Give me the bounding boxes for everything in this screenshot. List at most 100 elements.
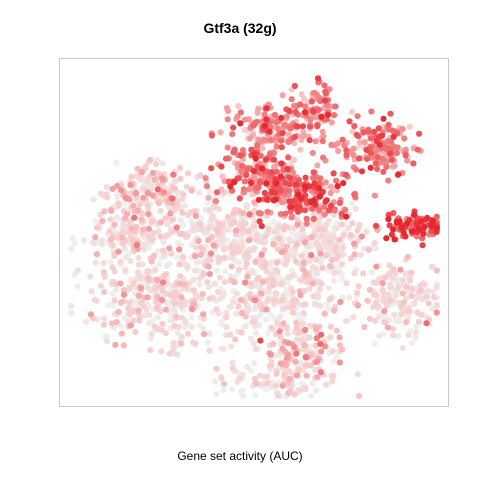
data-point xyxy=(310,293,317,300)
data-point xyxy=(275,125,282,132)
data-point xyxy=(261,111,268,118)
data-point xyxy=(240,209,247,217)
data-point xyxy=(330,232,337,240)
data-point xyxy=(263,306,270,313)
data-point xyxy=(275,273,282,280)
data-point xyxy=(68,302,75,310)
data-point xyxy=(163,232,171,239)
data-point xyxy=(379,155,386,162)
data-point xyxy=(421,223,428,230)
data-point xyxy=(309,149,316,157)
data-point xyxy=(273,290,280,297)
data-point xyxy=(107,236,114,243)
data-point xyxy=(404,308,411,315)
data-point xyxy=(293,325,300,332)
data-point xyxy=(233,310,240,317)
data-point xyxy=(206,295,213,302)
data-point xyxy=(408,292,415,300)
data-point xyxy=(205,225,212,232)
data-point xyxy=(312,301,319,308)
data-point xyxy=(232,227,239,234)
data-point xyxy=(275,224,282,231)
data-point xyxy=(339,275,346,282)
data-point xyxy=(221,255,228,262)
data-point xyxy=(261,122,269,129)
data-point xyxy=(150,229,157,236)
data-point xyxy=(280,320,287,327)
data-point xyxy=(154,303,161,310)
data-point xyxy=(321,203,328,210)
data-point xyxy=(312,265,319,272)
data-point xyxy=(391,236,398,243)
data-point xyxy=(342,171,350,178)
data-point xyxy=(313,325,320,333)
data-point xyxy=(273,370,280,377)
data-point xyxy=(321,238,328,246)
data-point xyxy=(270,218,277,225)
data-point xyxy=(418,217,425,224)
data-point xyxy=(294,221,301,228)
data-point xyxy=(171,185,178,192)
data-point xyxy=(310,197,317,204)
data-point xyxy=(71,271,78,278)
data-point xyxy=(246,135,253,142)
data-point xyxy=(156,261,163,268)
data-point xyxy=(121,245,128,252)
data-point xyxy=(237,152,244,159)
data-point xyxy=(127,322,134,329)
data-point xyxy=(192,212,199,220)
data-point xyxy=(277,173,284,180)
data-point xyxy=(391,162,398,169)
data-point xyxy=(356,139,364,146)
data-point xyxy=(176,261,183,268)
data-point xyxy=(231,279,238,286)
data-point xyxy=(145,244,153,251)
data-point xyxy=(177,175,184,182)
data-point xyxy=(352,205,359,212)
data-point xyxy=(167,291,174,299)
data-point xyxy=(154,325,161,332)
data-point xyxy=(218,163,225,170)
data-point xyxy=(253,184,260,191)
data-point xyxy=(221,279,228,286)
data-point xyxy=(130,317,137,324)
data-point xyxy=(242,323,249,330)
data-point xyxy=(197,226,204,233)
data-point xyxy=(433,225,440,232)
data-point xyxy=(343,280,350,287)
data-point xyxy=(388,157,395,164)
data-point xyxy=(168,250,175,257)
data-point xyxy=(244,364,251,371)
data-point xyxy=(351,251,358,258)
data-point xyxy=(418,311,425,318)
data-point xyxy=(107,259,114,266)
data-point xyxy=(283,113,290,120)
data-point xyxy=(92,259,99,266)
data-point xyxy=(169,216,176,223)
data-point xyxy=(138,216,145,223)
data-point xyxy=(262,262,269,269)
chart-title: Gtf3a (32g) xyxy=(203,20,277,36)
data-point xyxy=(343,318,350,325)
data-point xyxy=(278,160,285,167)
data-point xyxy=(252,392,259,399)
data-point xyxy=(118,299,125,306)
data-point xyxy=(115,248,122,255)
data-point xyxy=(372,317,379,324)
data-point xyxy=(355,393,363,400)
data-point xyxy=(313,91,320,98)
data-point xyxy=(125,305,132,312)
data-point xyxy=(278,114,285,121)
data-point xyxy=(215,220,222,227)
data-point xyxy=(308,234,315,241)
data-point xyxy=(345,224,352,232)
data-point xyxy=(200,270,207,277)
data-point xyxy=(302,386,309,393)
data-point xyxy=(240,186,247,193)
data-point xyxy=(213,226,220,233)
data-point xyxy=(212,204,219,211)
data-point xyxy=(336,199,343,207)
data-point xyxy=(295,191,302,198)
data-point xyxy=(243,172,250,179)
